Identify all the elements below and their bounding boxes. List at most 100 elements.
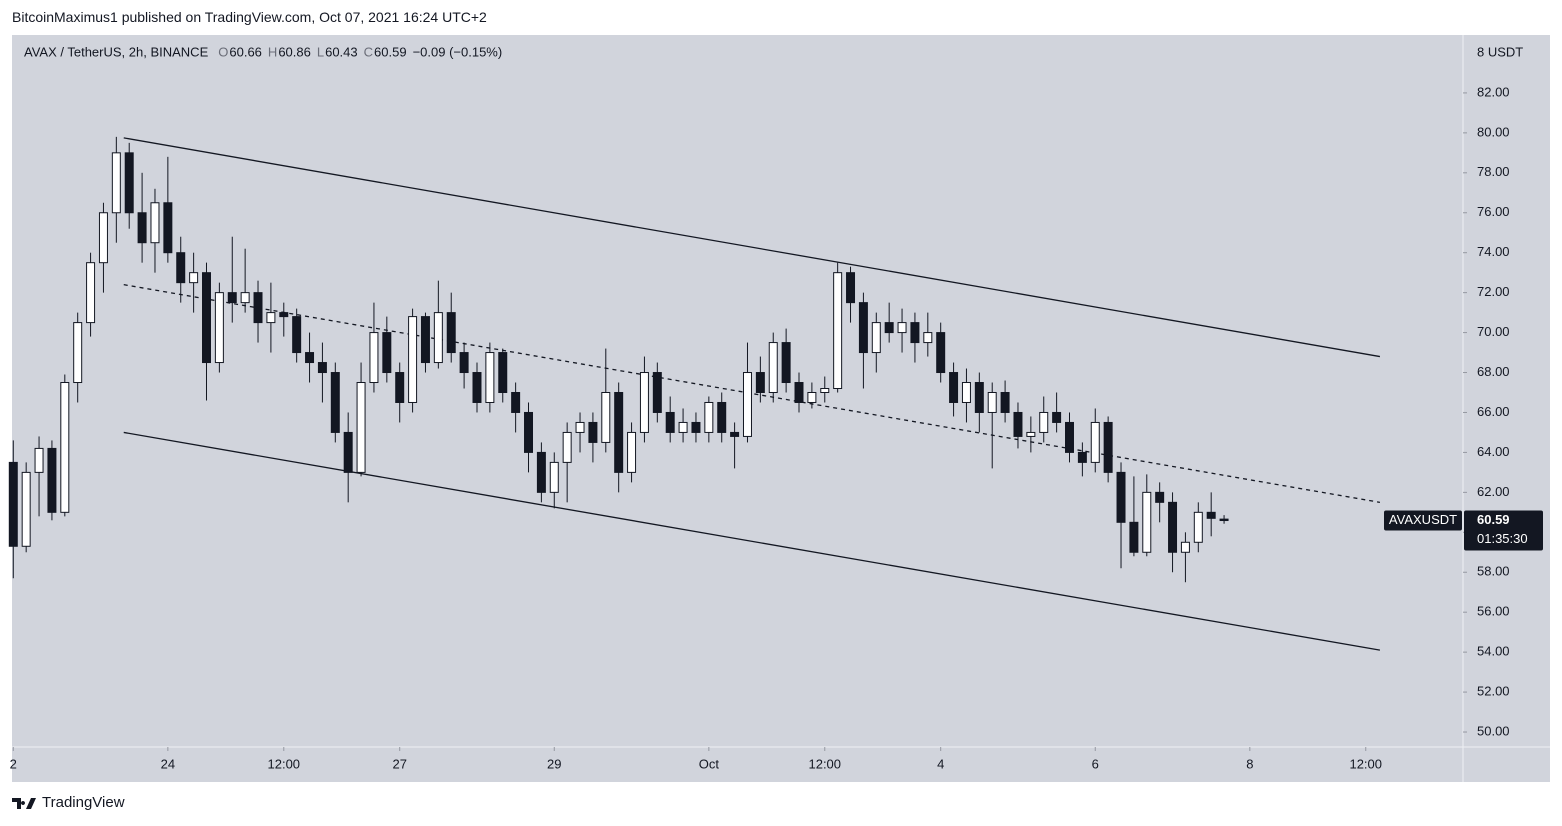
y-tick-label: 72.00 <box>1477 284 1510 299</box>
last-price-box <box>1464 510 1543 551</box>
candle-body <box>575 421 585 433</box>
y-tick-label: 64.00 <box>1477 444 1510 459</box>
legend: AVAX / TetherUS, 2h, BINANCE O 60.66 H 60.86… <box>24 44 502 59</box>
candle-body <box>34 447 44 473</box>
legend-key: L <box>317 44 324 59</box>
legend-value: 60.66 <box>229 44 262 59</box>
candle-body <box>21 471 31 547</box>
candle-body <box>163 202 173 254</box>
candle-body <box>343 431 353 473</box>
x-tick-label: Oct <box>699 756 720 771</box>
y-tick-label: 74.00 <box>1477 244 1510 259</box>
candle-body <box>549 461 559 493</box>
candle-body <box>846 272 856 304</box>
candle-body <box>356 382 366 473</box>
legend-key: O <box>218 44 228 59</box>
symbol-tag-box <box>1384 510 1462 531</box>
candle-body <box>627 431 637 473</box>
publish-info: BitcoinMaximus1 published on TradingView… <box>12 9 487 25</box>
candle-body <box>317 362 327 374</box>
candle-body <box>137 212 147 244</box>
candle-body <box>485 352 495 403</box>
candle-body <box>1142 491 1152 553</box>
candle-body <box>227 292 237 304</box>
candle-body <box>472 372 482 403</box>
countdown: 01:35:30 <box>1477 531 1528 546</box>
candle-body <box>768 342 778 393</box>
candle-body <box>292 316 302 354</box>
trend-line <box>123 137 1381 358</box>
x-tick-label: 29 <box>547 756 561 771</box>
candle-body <box>511 391 521 413</box>
legend-key: H <box>268 44 277 59</box>
candle-body <box>369 332 379 384</box>
candle-body <box>691 421 701 433</box>
candle-body <box>1206 511 1216 519</box>
y-tick-label: 76.00 <box>1477 204 1510 219</box>
y-tick-label: 62.00 <box>1477 484 1510 499</box>
candle-body <box>704 401 714 433</box>
candle-body <box>1065 421 1074 453</box>
y-tick-label: 78.00 <box>1477 164 1510 179</box>
legend-value: 60.43 <box>325 44 358 59</box>
candle-body <box>678 421 688 433</box>
legend-value: 60.86 <box>278 44 311 59</box>
candle-body <box>433 312 443 364</box>
y-tick-label: 82.00 <box>1477 84 1510 99</box>
candle-body <box>1052 411 1062 423</box>
candle-body <box>807 391 817 403</box>
y-tick-label: 52.00 <box>1477 684 1510 699</box>
candle-body <box>614 391 624 473</box>
candle-body <box>884 322 894 334</box>
candle-body <box>176 252 186 284</box>
candle-body <box>1155 491 1165 503</box>
candle-body <box>1000 391 1010 413</box>
candle-body <box>639 372 649 433</box>
last-price: 60.59 <box>1477 512 1510 527</box>
candle-body <box>717 401 727 433</box>
candle-body <box>498 352 508 393</box>
candle-body <box>47 447 57 513</box>
candle-body <box>820 388 830 393</box>
candle-body <box>1168 501 1178 553</box>
chart-background <box>12 35 1550 782</box>
candle-body <box>1193 511 1203 543</box>
candle-body <box>240 292 250 304</box>
candle-body <box>562 431 572 463</box>
candle-body <box>742 372 752 437</box>
candle-body <box>279 312 289 318</box>
candle-body <box>395 372 405 403</box>
candle-body <box>8 461 18 547</box>
candle-body <box>588 421 598 443</box>
x-tick-label: 24 <box>161 756 175 771</box>
candle-body <box>755 372 765 393</box>
candle-body <box>86 262 96 324</box>
footer: TradingView <box>12 794 125 811</box>
symbol-tag: AVAXUSDT <box>1389 512 1457 527</box>
candle-body <box>794 382 804 403</box>
candle-body <box>601 391 611 443</box>
x-tick-label: 12:00 <box>808 756 841 771</box>
candle-body <box>923 332 933 344</box>
y-tick-label: 66.00 <box>1477 404 1510 419</box>
candle-body <box>150 202 160 244</box>
candle-body <box>382 332 392 374</box>
candle-body <box>1077 451 1087 463</box>
candle-body <box>987 391 997 413</box>
brand-name: TradingView <box>42 794 125 811</box>
price-unit: 8 USDT <box>1477 44 1523 59</box>
candle-body <box>1180 541 1190 553</box>
x-tick-label: 8 <box>1246 756 1253 771</box>
candle-body <box>1129 521 1139 553</box>
candle-body <box>665 411 675 433</box>
legend-change: −0.09 (−0.15%) <box>413 44 503 59</box>
candle-body <box>253 292 263 324</box>
x-tick-label: 12:00 <box>1349 756 1382 771</box>
x-tick-label: 4 <box>937 756 944 771</box>
candle-body <box>1013 411 1023 437</box>
legend-symbol: AVAX / TetherUS, 2h, BINANCE <box>24 44 209 59</box>
y-tick-label: 58.00 <box>1477 564 1510 579</box>
candle-body <box>1219 518 1229 522</box>
candle-body <box>214 292 224 364</box>
